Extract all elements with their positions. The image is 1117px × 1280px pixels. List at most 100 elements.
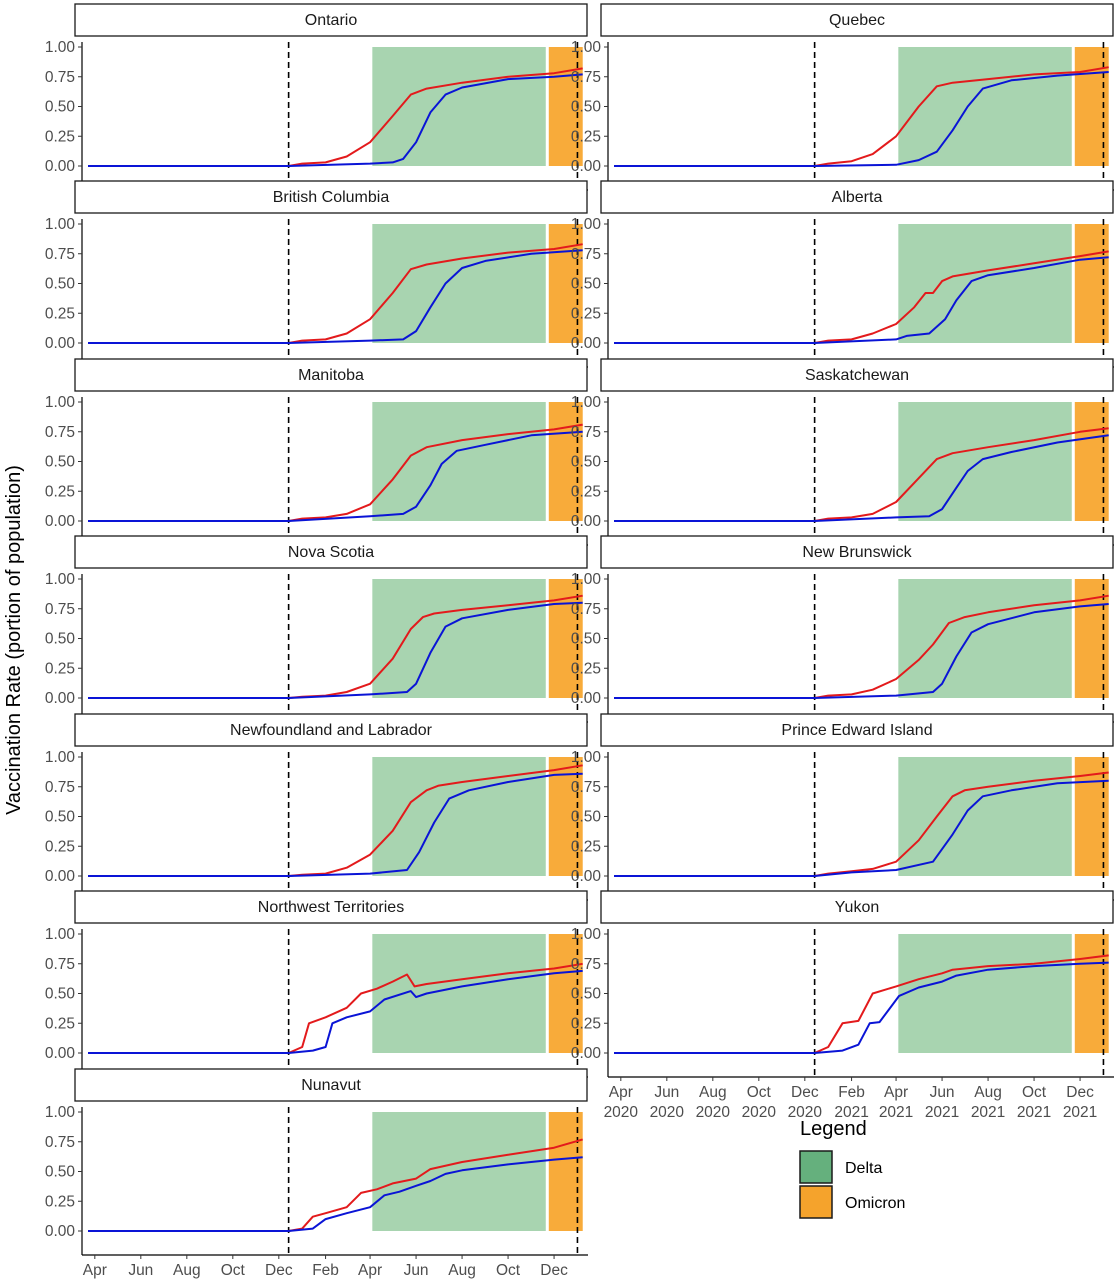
y-tick-label: 0.75 (571, 956, 601, 973)
series-line-red (614, 954, 1109, 1054)
y-axis-title: Vaccination Rate (portion of population) (3, 465, 25, 815)
strip-box (600, 180, 1114, 214)
y-tick-label: 0.50 (571, 276, 602, 293)
series-line-blue (88, 772, 583, 877)
series-line-blue (88, 969, 583, 1054)
y-tick-label: 0.25 (45, 1015, 75, 1032)
strip-box (600, 358, 1114, 392)
x-tick-label-month: Feb (312, 1262, 339, 1279)
strip-title: British Columbia (273, 189, 390, 206)
series-line-red (88, 243, 583, 344)
series-line-blue (88, 1156, 583, 1232)
panel-nunavut: Nunavut0.000.250.500.751.00Apr2020Jun202… (45, 1068, 588, 1279)
period-band-delta (898, 47, 1072, 166)
x-tick-label-year: 2021 (834, 1104, 868, 1121)
legend: Legend Delta Omicron (799, 1118, 905, 1219)
y-tick-label: 1.00 (45, 1104, 76, 1121)
legend-swatch-delta (799, 1150, 833, 1184)
y-tick-label: 0.25 (571, 305, 601, 322)
strip-box (74, 358, 588, 392)
y-tick-label: 0.25 (571, 1015, 601, 1032)
period-band-delta (898, 757, 1072, 876)
strip-box (74, 180, 588, 214)
y-tick-label: 0.50 (45, 986, 76, 1003)
y-tick-label: 0.50 (571, 99, 602, 116)
x-tick-label-month: Jun (930, 1084, 955, 1101)
y-tick-label: 0.75 (45, 956, 75, 973)
y-tick-label: 0.25 (45, 660, 75, 677)
y-tick-label: 0.50 (45, 1164, 76, 1181)
x-tick-label-year: 2020 (742, 1104, 777, 1121)
panel-newfoundland-and-labrador: Newfoundland and Labrador 0.00 0.25 0.50 0.7… (45, 713, 588, 904)
strip-title: Prince Edward Island (781, 722, 932, 739)
panel-manitoba: Manitoba 0.00 0.25 0.50 0.75 1.00 (45, 358, 588, 549)
y-tick-label: 0.25 (571, 128, 601, 145)
x-tick-label-month: Aug (699, 1084, 727, 1101)
y-tick-label: 0.50 (571, 454, 602, 471)
y-tick-label: 0.00 (571, 513, 602, 530)
period-band-delta (898, 224, 1072, 343)
x-tick-label-year: 2021 (1017, 1104, 1051, 1121)
y-tick-label: 0.50 (45, 809, 76, 826)
x-tick-label-year: 2020 (696, 1104, 731, 1121)
x-tick-label-month: Dec (1066, 1084, 1094, 1101)
y-tick-label: 0.75 (45, 779, 75, 796)
legend-label-delta: Delta (845, 1160, 882, 1177)
y-tick-label: 0.25 (571, 838, 601, 855)
x-tick-label-month: Apr (358, 1262, 382, 1279)
period-band-delta (372, 224, 546, 343)
y-tick-label: 0.75 (45, 69, 75, 86)
y-tick-label: 0.00 (45, 335, 76, 352)
y-tick-label: 1.00 (571, 926, 602, 943)
series-line-blue (88, 601, 583, 699)
y-tick-label: 1.00 (571, 39, 602, 56)
series-line-red (88, 1138, 583, 1232)
series-line-red (614, 427, 1109, 522)
y-tick-label: 1.00 (45, 926, 76, 943)
y-tick-label: 0.00 (45, 158, 76, 175)
y-tick-label: 0.50 (571, 809, 602, 826)
y-tick-label: 0.50 (45, 631, 76, 648)
y-tick-label: 0.75 (571, 779, 601, 796)
strip-box (600, 535, 1114, 569)
strip-title: Ontario (305, 12, 358, 29)
series-line-red (614, 771, 1109, 877)
series-line-blue (88, 249, 583, 344)
legend-label-omicron: Omicron (845, 1195, 905, 1212)
series-line-blue (614, 779, 1109, 877)
x-tick-label-month: Jun (404, 1262, 429, 1279)
y-tick-label: 0.00 (45, 1223, 76, 1240)
y-tick-label: 1.00 (45, 571, 76, 588)
panel-new-brunswick: New Brunswick 0.00 0.25 0.50 0.75 1.00 (571, 535, 1114, 726)
x-tick-label-month: Dec (791, 1084, 819, 1101)
y-tick-label: 0.00 (45, 690, 76, 707)
strip-box (600, 713, 1114, 747)
strip-title: Nunavut (301, 1077, 361, 1094)
x-tick-label-month: Jun (128, 1262, 153, 1279)
y-tick-label: 1.00 (45, 216, 76, 233)
series-line-red (88, 423, 583, 522)
series-line-blue (614, 961, 1109, 1054)
panel-nova-scotia: Nova Scotia 0.00 0.25 0.50 0.75 1.00 (45, 535, 588, 726)
x-tick-label-month: Oct (1022, 1084, 1047, 1101)
y-tick-label: 1.00 (571, 216, 602, 233)
x-tick-label-month: Dec (265, 1262, 293, 1279)
y-tick-label: 0.00 (571, 335, 602, 352)
y-tick-label: 0.75 (45, 601, 75, 618)
period-band-delta (372, 402, 546, 521)
y-tick-label: 0.00 (45, 868, 76, 885)
y-tick-label: 0.25 (571, 660, 601, 677)
panel-northwest-territories: Northwest Territories 0.00 0.25 0.50 0.75 1.0… (45, 890, 588, 1081)
series-line-blue (88, 73, 583, 167)
x-tick-label-month: Aug (448, 1262, 476, 1279)
strip-title: Nova Scotia (288, 544, 374, 561)
strip-box (74, 890, 588, 924)
strip-title: Yukon (835, 899, 879, 916)
series-line-blue (614, 71, 1109, 167)
x-tick-label-month: Apr (83, 1262, 107, 1279)
y-tick-label: 0.75 (571, 246, 601, 263)
y-tick-label: 0.75 (571, 424, 601, 441)
x-tick-label-month: Aug (974, 1084, 1002, 1101)
series-line-red (614, 66, 1109, 167)
panel-prince-edward-island: Prince Edward Island 0.00 0.25 0.50 0.75 1.00 (571, 713, 1114, 904)
